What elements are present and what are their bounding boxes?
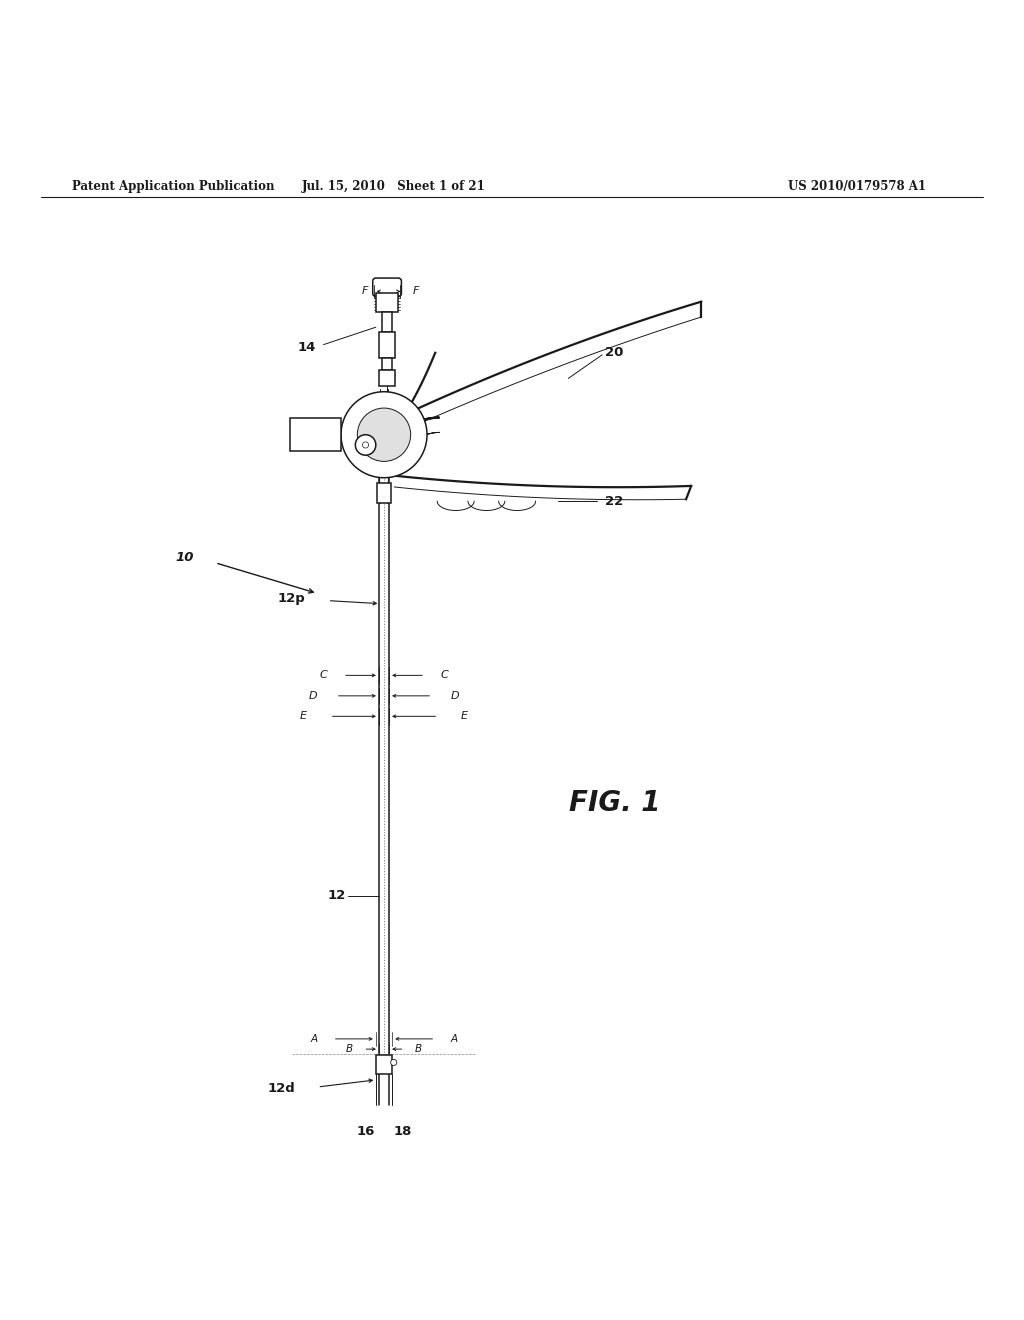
Text: 18: 18 — [393, 1125, 412, 1138]
Text: Patent Application Publication: Patent Application Publication — [72, 181, 274, 194]
Bar — [377, 1055, 391, 1073]
Circle shape — [390, 1060, 397, 1065]
Text: 12: 12 — [328, 890, 346, 902]
Bar — [377, 483, 391, 503]
Bar — [382, 358, 392, 370]
Text: FIG. 1: FIG. 1 — [568, 789, 660, 817]
Text: C: C — [319, 671, 328, 680]
Circle shape — [355, 434, 376, 455]
Bar — [376, 293, 398, 312]
Bar — [379, 333, 395, 358]
Text: D: D — [309, 690, 317, 701]
Text: A: A — [451, 1034, 458, 1044]
Text: 16: 16 — [356, 1125, 375, 1138]
Text: D: D — [451, 690, 459, 701]
Circle shape — [341, 392, 427, 478]
Text: 14: 14 — [298, 341, 316, 354]
Text: E: E — [461, 711, 468, 721]
Text: 22: 22 — [605, 495, 624, 508]
Text: B: B — [415, 1044, 422, 1055]
Text: 10: 10 — [175, 552, 194, 564]
Text: 12d: 12d — [267, 1081, 296, 1094]
Text: US 2010/0179578 A1: US 2010/0179578 A1 — [788, 181, 927, 194]
Circle shape — [357, 408, 411, 462]
FancyBboxPatch shape — [373, 279, 401, 297]
Text: F: F — [413, 286, 419, 297]
Text: Jul. 15, 2010   Sheet 1 of 21: Jul. 15, 2010 Sheet 1 of 21 — [302, 181, 486, 194]
Text: B: B — [346, 1044, 353, 1055]
Bar — [383, 312, 391, 333]
Text: A: A — [310, 1034, 317, 1044]
Bar — [379, 370, 395, 385]
Circle shape — [362, 442, 369, 447]
Text: 20: 20 — [605, 346, 624, 359]
Text: C: C — [440, 671, 449, 680]
Bar — [290, 418, 341, 451]
Text: F: F — [361, 286, 368, 297]
Text: 12p: 12p — [278, 593, 306, 605]
Text: E: E — [300, 711, 307, 721]
